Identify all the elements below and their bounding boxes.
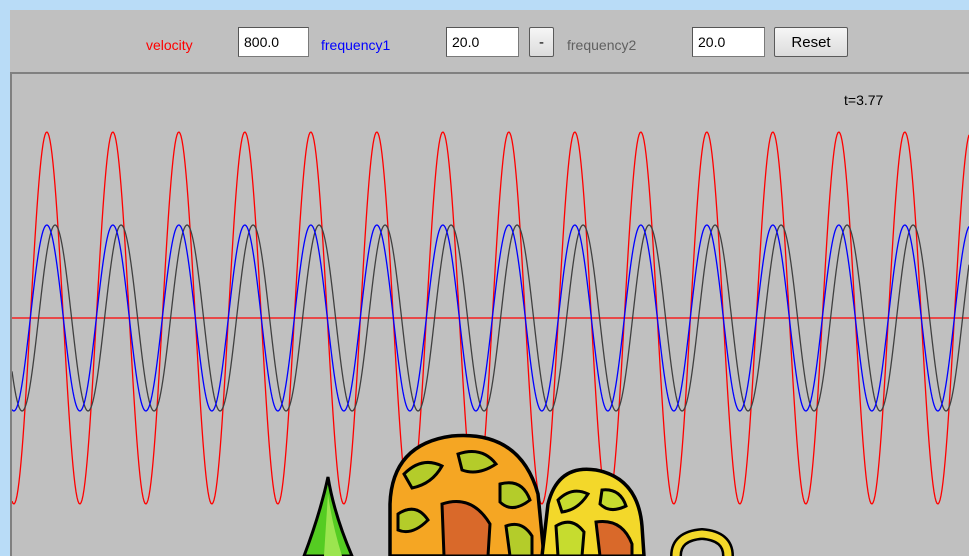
green-cone-icon (302, 476, 354, 556)
wave-plot: t=3.77 (10, 72, 969, 556)
time-readout: t=3.77 (844, 92, 884, 108)
yellow-tail-icon (670, 527, 734, 556)
frequency2-label: frequency2 (567, 37, 637, 53)
frequency1-input[interactable] (446, 27, 519, 57)
velocity-label: velocity (146, 37, 193, 53)
velocity-input[interactable] (238, 27, 309, 57)
wave-plot-canvas (12, 131, 969, 505)
mascot-illustration (302, 433, 734, 556)
sum-wave-line (12, 131, 969, 505)
frequency1-label: frequency1 (321, 37, 391, 53)
yellow-patterned-shape-icon (540, 467, 646, 556)
wave-layer (12, 131, 969, 505)
reset-button[interactable]: Reset (774, 27, 848, 57)
minus-button[interactable]: - (529, 27, 554, 57)
wave2-line (12, 224, 969, 412)
applet-window: velocity frequency1 - frequency2 Reset t… (10, 10, 969, 556)
wave1-line (12, 224, 969, 412)
frequency2-input[interactable] (692, 27, 765, 57)
control-bar: velocity frequency1 - frequency2 Reset (10, 10, 969, 72)
orange-patterned-shape-icon (388, 433, 546, 556)
